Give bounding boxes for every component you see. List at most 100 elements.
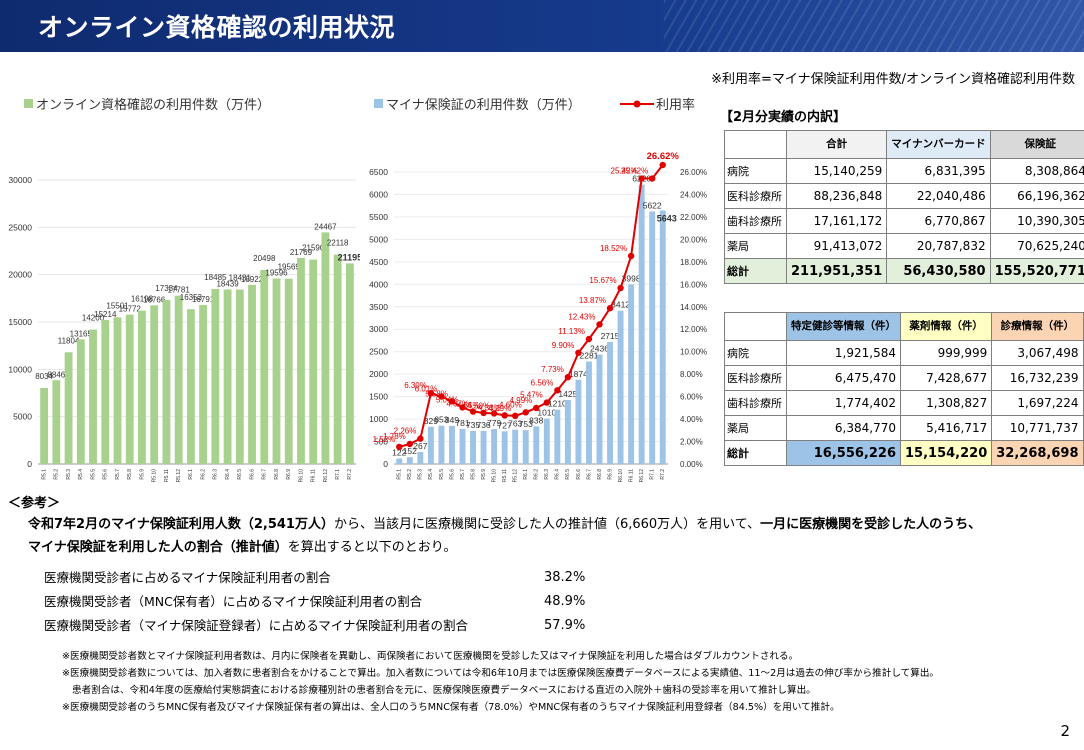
table-cell: 20,787,832 [886, 233, 991, 259]
rate-point [448, 398, 456, 405]
x-tick-label: R6.11 [628, 469, 634, 482]
header-cell: 診療情報（件） [991, 312, 1084, 341]
y-left-tick-label: 4500 [369, 257, 388, 267]
bar-data-label: 1425 [558, 389, 577, 399]
table-cell: 16,556,226 [786, 440, 901, 466]
page-title: オンライン資格確認の利用状況 [38, 13, 396, 42]
x-tick-label: R7.2 [347, 469, 353, 480]
x-tick-label: R6.1 [523, 469, 529, 480]
bar-data-label: 736 [476, 420, 490, 430]
y-right-tick-label: 4.00% [680, 415, 703, 424]
x-tick-label: R6.7 [262, 469, 268, 480]
x-tick-label: R5.12 [513, 469, 519, 483]
bar [89, 329, 97, 464]
rate-point [490, 410, 498, 417]
bar [162, 299, 171, 464]
table-row: 歯科診療所 1,774,402 1,308,827 1,697,224 [724, 390, 1084, 416]
bar-data-label: 21195 [338, 252, 360, 262]
rate-data-label: 5.47% [520, 391, 543, 400]
bar [396, 458, 403, 464]
rate-data-label: 15.67% [589, 276, 616, 285]
x-tick-label: R6.10 [298, 469, 304, 483]
bold-text: 令和7年2月のマイナ保険証利用人数（2,541万人） [28, 517, 334, 532]
bar-data-label: 21590 [302, 244, 325, 253]
x-tick-label: R5.4 [428, 469, 434, 480]
bar-data-label: 24467 [314, 222, 337, 231]
rate-point [659, 161, 666, 169]
bar [186, 309, 195, 464]
x-tick-label: R6.12 [639, 469, 645, 483]
header-banner: オンライン資格確認の利用状況 [0, 0, 1084, 52]
x-tick-label: R6.8 [597, 469, 603, 480]
y-left-tick-label: 2500 [369, 347, 388, 357]
bar-data-label: 17781 [168, 286, 191, 295]
x-tick-label: R6.5 [237, 469, 243, 480]
x-tick-label: R5.9 [481, 469, 487, 480]
bar-data-label: 20498 [253, 254, 276, 263]
bar [449, 425, 455, 464]
rate-data-label: 6.56% [531, 378, 554, 387]
bar-data-label: 14200 [82, 314, 105, 323]
bar [272, 278, 281, 464]
table-cell: 17,161,172 [785, 208, 888, 234]
bar [321, 232, 330, 464]
x-tick-label: R5.11 [502, 469, 508, 482]
y-tick-label: 20000 [8, 270, 32, 280]
bar-data-label: 853 [434, 415, 448, 425]
breakdown-table: 合計 マイナンバーカード 保険証 病院 15,140,259 6,831,395 8,… [724, 130, 1084, 284]
bar-data-label: 779 [487, 418, 501, 428]
bar-data-label: 17334 [155, 284, 178, 293]
y-tick-label: 0 [27, 459, 32, 469]
bar [554, 409, 561, 464]
rate-row: 医療機関受診者（MNC保有者）に占めるマイナ保険証利用者の割合 48.9% [44, 588, 604, 612]
bar [52, 380, 61, 464]
y-right-tick-label: 26.00% [680, 168, 707, 177]
rate-label: 医療機関受診者（マイナ保険証登録者）に占めるマイナ保険証利用者の割合 [44, 618, 469, 633]
bar [138, 310, 146, 464]
rate-point [596, 321, 603, 328]
table-cell: 6,384,770 [786, 415, 901, 441]
table-cell: 16,732,239 [991, 365, 1084, 391]
rate-data-label: 6.30% [404, 381, 427, 390]
bar [333, 254, 342, 464]
bar [491, 429, 498, 464]
bar-data-label: 11804 [58, 336, 80, 345]
rate-data-label: 5.58% [425, 389, 448, 398]
rate-data-label: 5.04% [436, 395, 459, 404]
x-tick-label: R6.2 [534, 469, 540, 480]
x-tick-label: R5.3 [418, 469, 424, 480]
bar [101, 319, 110, 464]
legend-label: オンライン資格確認の利用件数（万件） [36, 98, 271, 113]
bar-data-label: 829 [424, 416, 438, 426]
x-tick-label: R5.4 [78, 469, 84, 480]
x-tick-label: R6.12 [323, 469, 329, 483]
x-tick-label: R6.6 [249, 469, 255, 480]
table-row: 医科診療所 88,236,848 22,040,486 66,196,362 [724, 183, 1084, 209]
rate-data-label: 1.52% [373, 435, 396, 444]
table-cell: 88,236,848 [785, 183, 888, 209]
legend-label: 利用率 [656, 98, 696, 113]
y-right-tick-label: 22.00% [680, 213, 707, 222]
bar-data-label: 2436 [590, 344, 609, 354]
bar [113, 317, 122, 464]
bar-data-label: 1210 [548, 399, 567, 409]
rate-point [511, 412, 519, 420]
rate-data-label: 12.43% [568, 312, 595, 321]
rate-point [638, 175, 645, 182]
rate-data-label: 9.90% [552, 341, 575, 350]
table-cell: 10,771,737 [991, 415, 1084, 441]
y-tick-label: 25000 [8, 222, 32, 232]
rate-data-label: 4.55% [457, 401, 480, 410]
bold-text: 一月に医療機関を受診した人のうち、 [760, 517, 982, 532]
rate-point [417, 435, 424, 442]
header-cell: 保険証 [989, 130, 1084, 159]
breakdown-title: 【2月分実績の内訳】 [720, 110, 847, 125]
y-right-tick-label: 16.00% [680, 280, 707, 289]
y-right-tick-label: 24.00% [680, 190, 707, 199]
row-label: 歯科診療所 [724, 208, 787, 234]
bar [248, 284, 256, 464]
y-right-tick-label: 10.00% [680, 348, 707, 357]
bar [309, 259, 318, 464]
table-row: 病院 15,140,259 6,831,395 8,308,864 [724, 158, 1084, 184]
rate-point [480, 409, 487, 417]
